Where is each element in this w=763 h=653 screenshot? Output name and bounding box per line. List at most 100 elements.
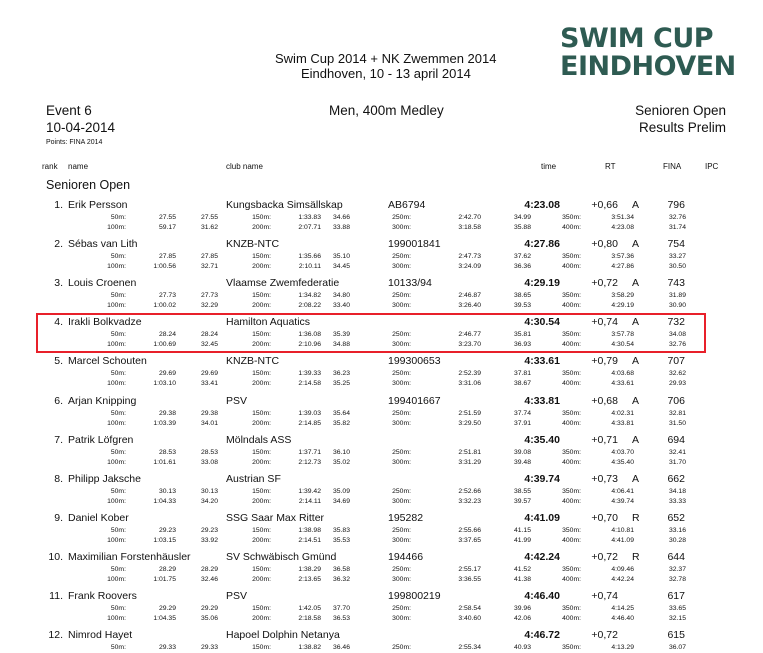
points-note: Points: FINA 2014 (46, 139, 103, 146)
event-category: Senioren Open (635, 103, 726, 118)
split-value: 30.13 (158, 488, 176, 495)
swimmer-name: Louis Croenen (68, 277, 137, 289)
split-value: 38.65 (513, 292, 531, 299)
split-value: 29.69 (158, 370, 176, 377)
split-value: 36.10 (332, 449, 350, 456)
split-value: 34.99 (513, 214, 531, 221)
split-value: 2:55.17 (458, 566, 481, 573)
qualification-flag: A (632, 355, 640, 367)
final-time: 4:35.40 (524, 434, 560, 446)
split-value: 4:42.24 (611, 576, 634, 583)
split-value: 32.76 (668, 341, 686, 348)
swim-cup-logo: SWIM CUP (560, 23, 714, 54)
reaction-time: +0,72 (591, 277, 618, 289)
reaction-time: +0,80 (591, 238, 618, 250)
split-value: 200m: (252, 224, 271, 231)
reaction-time: +0,72 (591, 551, 618, 563)
split-value: 400m: (562, 380, 581, 387)
final-time: 4:46.72 (524, 629, 560, 641)
qualification-flag: R (632, 512, 640, 524)
split-value: 4:13.29 (611, 644, 634, 651)
split-value: 4:09.46 (611, 566, 634, 573)
reaction-time: +0,66 (591, 199, 618, 211)
swimmer-code: 10133/94 (388, 277, 432, 289)
split-value: 33.65 (668, 605, 686, 612)
split-value: 4:10.81 (611, 527, 634, 534)
split-value: 3:18.58 (458, 224, 481, 231)
split-value: 4:30.54 (611, 341, 634, 348)
split-value: 4:39.74 (611, 498, 634, 505)
split-value: 150m: (252, 527, 271, 534)
split-value: 100m: (107, 576, 126, 583)
split-value: 39.08 (513, 449, 531, 456)
split-value: 3:36.55 (458, 576, 481, 583)
split-value: 33.16 (668, 527, 686, 534)
split-value: 31.70 (668, 459, 686, 466)
swimmer-code: 199401667 (388, 395, 441, 407)
split-value: 34.20 (200, 498, 218, 505)
split-value: 250m: (392, 605, 411, 612)
split-value: 300m: (392, 615, 411, 622)
result-rank: 3. (54, 277, 63, 289)
col-time: time (541, 162, 557, 171)
split-value: 100m: (107, 224, 126, 231)
final-time: 4:42.24 (524, 551, 560, 563)
split-value: 29.23 (158, 527, 176, 534)
split-value: 28.24 (200, 331, 218, 338)
split-value: 36.46 (332, 644, 350, 651)
result-rank: 11. (49, 590, 63, 602)
split-value: 1:01.75 (153, 576, 176, 583)
split-value: 1:38.29 (298, 566, 321, 573)
split-value: 1:04.33 (153, 498, 176, 505)
qualification-flag: A (632, 395, 640, 407)
split-value: 2:13.65 (298, 576, 321, 583)
split-value: 4:33.81 (611, 420, 634, 427)
split-value: 1:42.05 (298, 605, 321, 612)
split-value: 1:34.82 (298, 292, 321, 299)
split-value: 50m: (110, 331, 126, 338)
split-value: 350m: (562, 410, 581, 417)
split-value: 300m: (392, 380, 411, 387)
fina-points: 662 (667, 473, 685, 485)
split-value: 150m: (252, 488, 271, 495)
club-name: KNZB-NTC (226, 238, 280, 250)
split-value: 31.74 (668, 224, 686, 231)
split-value: 35.09 (332, 488, 350, 495)
split-value: 3:31.06 (458, 380, 481, 387)
split-value: 38.55 (513, 488, 531, 495)
fina-points: 796 (667, 199, 685, 211)
split-value: 37.91 (513, 420, 531, 427)
split-value: 37.70 (332, 605, 350, 612)
split-value: 27.55 (200, 214, 218, 221)
fina-points: 617 (667, 590, 685, 602)
split-value: 36.93 (513, 341, 531, 348)
split-value: 50m: (110, 644, 126, 651)
fina-points: 652 (667, 512, 685, 524)
split-value: 41.15 (513, 527, 531, 534)
club-name: Austrian SF (226, 473, 281, 485)
col-rank: rank (42, 162, 58, 171)
split-value: 33.92 (200, 537, 218, 544)
split-value: 34.66 (332, 214, 350, 221)
final-time: 4:41.09 (524, 512, 560, 524)
swimmer-code: 194466 (388, 551, 424, 563)
qualification-flag: A (632, 277, 640, 289)
split-value: 29.23 (200, 527, 218, 534)
split-value: 2:55.34 (458, 644, 481, 651)
split-value: 35.81 (513, 331, 531, 338)
split-value: 28.29 (200, 566, 218, 573)
split-value: 4:35.40 (611, 459, 634, 466)
split-value: 1:39.42 (298, 488, 321, 495)
split-value: 42.06 (513, 615, 531, 622)
meet-title: Swim Cup 2014 + NK Zwemmen 2014 (275, 51, 497, 66)
final-time: 4:33.81 (524, 395, 560, 407)
highlight-box (36, 313, 706, 353)
split-value: 2:10.96 (298, 341, 321, 348)
split-value: 1:38.98 (298, 527, 321, 534)
split-value: 35.83 (332, 527, 350, 534)
event-date: 10-04-2014 (46, 120, 116, 135)
split-value: 33.27 (668, 253, 686, 260)
split-value: 2:51.81 (458, 449, 481, 456)
club-name: Mölndals ASS (226, 434, 292, 446)
split-value: 50m: (110, 370, 126, 377)
